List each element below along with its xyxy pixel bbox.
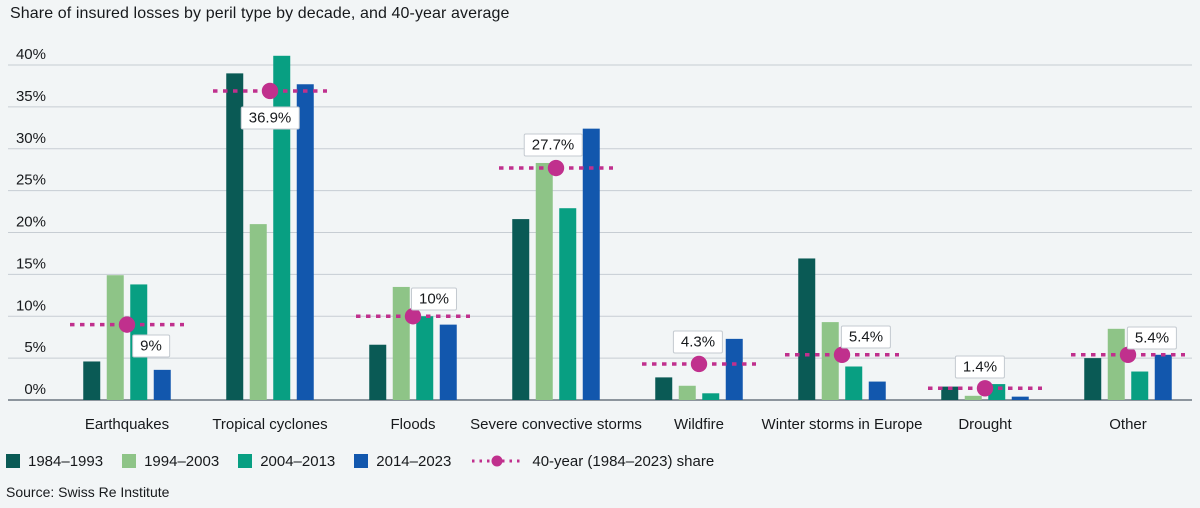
x-axis-category-label: Other	[1109, 416, 1147, 433]
y-axis-tick-label: 40%	[16, 46, 46, 63]
legend-label-2014-2023: 2014–2023	[376, 452, 452, 470]
bar	[678, 385, 696, 400]
x-axis-category-label: Wildfire	[674, 416, 724, 433]
x-axis-category-label: Severe convective storms	[470, 416, 642, 433]
bar	[655, 377, 673, 400]
bar	[392, 286, 410, 400]
bar	[130, 284, 148, 400]
bar	[535, 162, 553, 400]
bar	[798, 258, 816, 400]
legend-label-40-year-share: 40-year (1984–2023) share	[532, 452, 715, 470]
x-axis-category-label: Tropical cyclones	[212, 416, 327, 433]
y-axis-tick-label: 20%	[16, 214, 46, 231]
legend-item-1984-1993: 1984–1993	[6, 453, 103, 470]
y-axis-tick-label: 15%	[16, 255, 46, 272]
x-axis-category-label: Drought	[958, 416, 1012, 433]
bar	[702, 393, 720, 400]
bar	[941, 386, 959, 400]
legend-swatch-1994-2003	[122, 454, 137, 468]
bar	[226, 73, 244, 400]
legend-label-2004-2013: 2004–2013	[260, 452, 336, 470]
source-note: Source: Swiss Re Institute	[6, 484, 170, 500]
bar	[512, 219, 530, 400]
legend: 1984–1993 1994–2003 2004–2013 2014–2023 …	[6, 451, 714, 471]
legend-item-1994-2003: 1994–2003	[122, 453, 219, 470]
average-dot	[118, 316, 136, 333]
y-axis-tick-label: 0%	[24, 381, 46, 398]
bar	[153, 369, 171, 400]
x-axis-category-label: Winter storms in Europe	[762, 416, 923, 433]
bar	[106, 275, 124, 400]
legend-swatch-2004-2013	[238, 454, 253, 468]
average-dot	[1119, 346, 1137, 363]
bar	[273, 55, 291, 400]
x-axis-category-label: Floods	[390, 416, 435, 433]
bar	[1084, 358, 1102, 400]
bar	[821, 322, 839, 400]
bar	[1154, 354, 1172, 400]
y-axis-tick-label: 10%	[16, 297, 46, 314]
legend-label-1994-2003: 1994–2003	[144, 452, 220, 470]
bar	[964, 395, 982, 400]
legend-label-1984-1993: 1984–1993	[28, 452, 104, 470]
legend-item-2014-2023: 2014–2023	[354, 453, 451, 470]
bar	[83, 361, 101, 400]
bar	[249, 224, 267, 400]
y-axis-tick-label: 35%	[16, 88, 46, 105]
average-dot	[690, 355, 708, 373]
bar	[868, 381, 886, 400]
average-dot	[547, 159, 565, 177]
bar	[439, 324, 457, 400]
legend-swatch-2014-2023	[354, 454, 369, 468]
bar	[1131, 371, 1149, 400]
average-dot	[833, 346, 851, 363]
y-axis-tick-label: 5%	[24, 339, 46, 356]
legend-item-40-year-share: 40-year (1984–2023) share	[470, 453, 714, 470]
bar	[845, 366, 863, 400]
bar-chart-plot-area: 0% 5% 10% 15% 20% 25% 30% 35% 40% Earthquakes Trop…	[8, 46, 1192, 433]
bar	[725, 338, 743, 400]
legend-item-2004-2013: 2004–2013	[238, 453, 335, 470]
y-axis-tick-label: 30%	[16, 130, 46, 147]
bar	[582, 128, 600, 400]
x-axis-category-label: Earthquakes	[85, 416, 169, 433]
average-dot	[976, 380, 994, 397]
bar	[1011, 396, 1029, 400]
average-dot	[261, 82, 279, 100]
chart-title: Share of insured losses by peril type by…	[10, 5, 510, 22]
legend-swatch-1984-1993	[6, 454, 20, 468]
bar	[559, 208, 577, 400]
y-axis-tick-label: 25%	[16, 172, 46, 189]
bar	[416, 316, 434, 400]
dashed-line-dot-icon	[472, 455, 523, 467]
bar	[1107, 328, 1125, 400]
average-dot	[404, 308, 422, 325]
bar	[369, 344, 387, 400]
bar	[296, 84, 314, 400]
